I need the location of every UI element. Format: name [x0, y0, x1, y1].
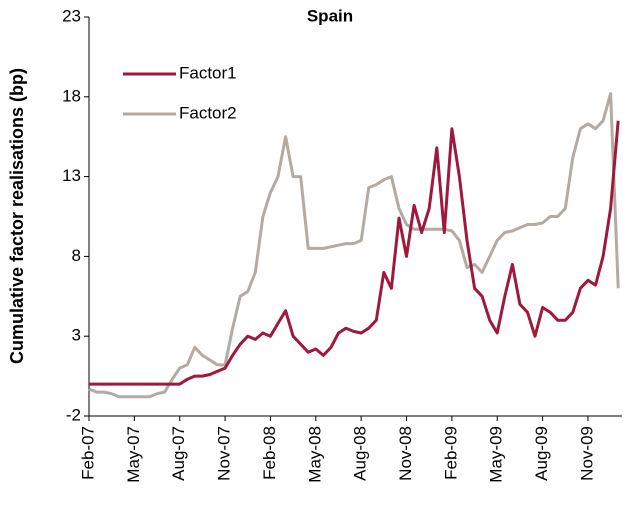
x-tick-label: Nov-09 [577, 426, 596, 481]
x-tick-label: Aug-09 [532, 426, 551, 481]
x-tick-label: Nov-07 [215, 426, 234, 481]
legend-label: Factor1 [179, 63, 237, 82]
chart-title: Spain [307, 6, 353, 25]
y-tick-label: 23 [62, 6, 81, 25]
x-tick-label: Nov-08 [396, 426, 415, 481]
line-series [88, 92, 620, 399]
y-tick-label: 13 [62, 166, 81, 185]
x-tick-label: Feb-09 [441, 426, 460, 480]
x-tick-label: Aug-08 [351, 426, 370, 481]
x-tick-label: Aug-07 [169, 426, 188, 481]
x-tick-label: May-07 [124, 426, 143, 483]
x-tick-label: Feb-07 [78, 426, 97, 480]
x-tick-label: May-08 [305, 426, 324, 483]
y-tick-label: 18 [62, 86, 81, 105]
x-tick-label: Feb-08 [260, 426, 279, 480]
line-series [89, 120, 620, 386]
x-tick-label: May-09 [487, 426, 506, 483]
legend-label: Factor2 [179, 103, 237, 122]
y-tick-label: 3 [72, 326, 81, 345]
y-tick-label: -2 [66, 405, 81, 424]
y-tick-label: 8 [72, 246, 81, 265]
y-axis-label: Cumulative factor realisations (bp) [7, 68, 27, 364]
